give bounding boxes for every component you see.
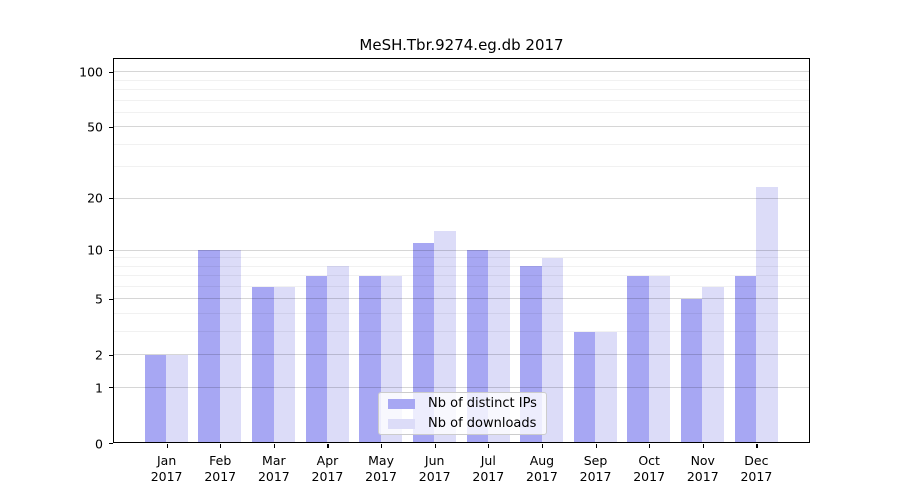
x-tick-1	[220, 443, 222, 448]
y-tick-1	[108, 387, 113, 389]
bar-nb-of-distinct-ips-mar-2017	[252, 286, 274, 442]
y-tick-2	[108, 354, 113, 356]
bar-nb-of-distinct-ips-dec-2017	[734, 275, 757, 442]
y-tick-label-50: 50	[87, 119, 103, 135]
y-tick-label-10: 10	[87, 242, 103, 258]
x-tick-4	[381, 443, 383, 448]
gridline-100	[114, 71, 809, 73]
gridline-60	[114, 111, 809, 113]
bar-nb-of-distinct-ips-nov-2017	[680, 299, 703, 442]
x-tick-7	[541, 443, 544, 448]
x-tick-label-feb-2017: Feb 2017	[204, 453, 237, 484]
y-tick-label-0: 0	[95, 436, 103, 451]
x-tick-label-jun-2017: Jun 2017	[418, 453, 451, 484]
x-tick-6	[488, 443, 490, 448]
gridline-80	[114, 88, 809, 90]
x-tick-8	[595, 443, 597, 448]
x-tick-2	[273, 443, 276, 448]
y-tick-label-20: 20	[87, 190, 103, 206]
bar-nb-of-downloads-jan-2017	[166, 354, 188, 442]
y-tick-0	[108, 443, 113, 445]
y-tick-label-5: 5	[95, 291, 103, 307]
bar-nb-of-downloads-mar-2017	[273, 286, 296, 442]
x-tick-5	[434, 443, 436, 448]
plot-area	[113, 58, 810, 443]
x-tick-3	[327, 443, 329, 448]
bar-nb-of-distinct-ips-oct-2017	[627, 275, 649, 442]
bar-nb-of-downloads-feb-2017	[219, 250, 242, 442]
gridline-70	[114, 99, 809, 101]
legend-item-downloads: Nb of downloads	[388, 415, 537, 432]
legend: Nb of distinct IPs Nb of downloads	[378, 392, 547, 435]
x-tick-label-aug-2017: Aug 2017	[526, 453, 558, 484]
y-tick-50	[108, 126, 113, 128]
bar-nb-of-downloads-dec-2017	[756, 187, 778, 442]
bar-nb-of-distinct-ips-may-2017	[359, 275, 381, 442]
bar-nb-of-distinct-ips-sep-2017	[573, 331, 596, 442]
y-tick-10	[108, 249, 113, 252]
legend-swatch-downloads	[388, 418, 415, 429]
gridline-30	[114, 166, 809, 168]
bar-nb-of-downloads-jun-2017	[434, 230, 456, 442]
y-tick-100	[108, 71, 113, 73]
x-tick-label-apr-2017: Apr 2017	[311, 453, 344, 484]
x-tick-10	[702, 443, 704, 448]
y-tick-label-100: 100	[79, 64, 103, 80]
y-tick-5	[108, 298, 113, 300]
x-tick-label-oct-2017: Oct 2017	[633, 453, 666, 484]
bar-nb-of-downloads-apr-2017	[327, 266, 349, 442]
y-tick-label-1: 1	[95, 380, 103, 396]
gridline-50	[114, 126, 809, 128]
bar-nb-of-distinct-ips-apr-2017	[305, 275, 328, 442]
x-tick-label-mar-2017: Mar 2017	[257, 453, 290, 484]
legend-label-downloads: Nb of downloads	[428, 416, 537, 431]
bar-nb-of-downloads-oct-2017	[648, 275, 671, 442]
chart-title: MeSH.Tbr.9274.eg.db 2017	[359, 36, 564, 54]
legend-swatch-distinct-ips	[388, 398, 415, 409]
y-tick-label-2: 2	[95, 347, 103, 363]
bar-nb-of-distinct-ips-jan-2017	[144, 354, 167, 442]
x-tick-label-jul-2017: Jul 2017	[472, 453, 505, 484]
legend-item-distinct-ips: Nb of distinct IPs	[388, 395, 537, 412]
x-tick-label-jan-2017: Jan 2017	[150, 453, 183, 484]
bar-nb-of-distinct-ips-feb-2017	[198, 250, 220, 442]
gridline-90	[114, 79, 809, 81]
x-tick-label-dec-2017: Dec 2017	[740, 453, 773, 484]
y-tick-20	[108, 197, 113, 200]
x-tick-label-may-2017: May 2017	[365, 453, 397, 484]
gridline-40	[114, 143, 809, 145]
x-tick-11	[756, 443, 758, 448]
gridline-20	[114, 197, 809, 199]
x-tick-0	[166, 443, 168, 448]
bar-nb-of-downloads-nov-2017	[702, 286, 724, 442]
x-tick-label-nov-2017: Nov 2017	[686, 453, 719, 484]
legend-label-distinct-ips: Nb of distinct IPs	[428, 396, 537, 411]
x-tick-9	[649, 443, 651, 448]
bar-nb-of-downloads-sep-2017	[595, 331, 617, 442]
x-tick-label-sep-2017: Sep 2017	[579, 453, 612, 484]
